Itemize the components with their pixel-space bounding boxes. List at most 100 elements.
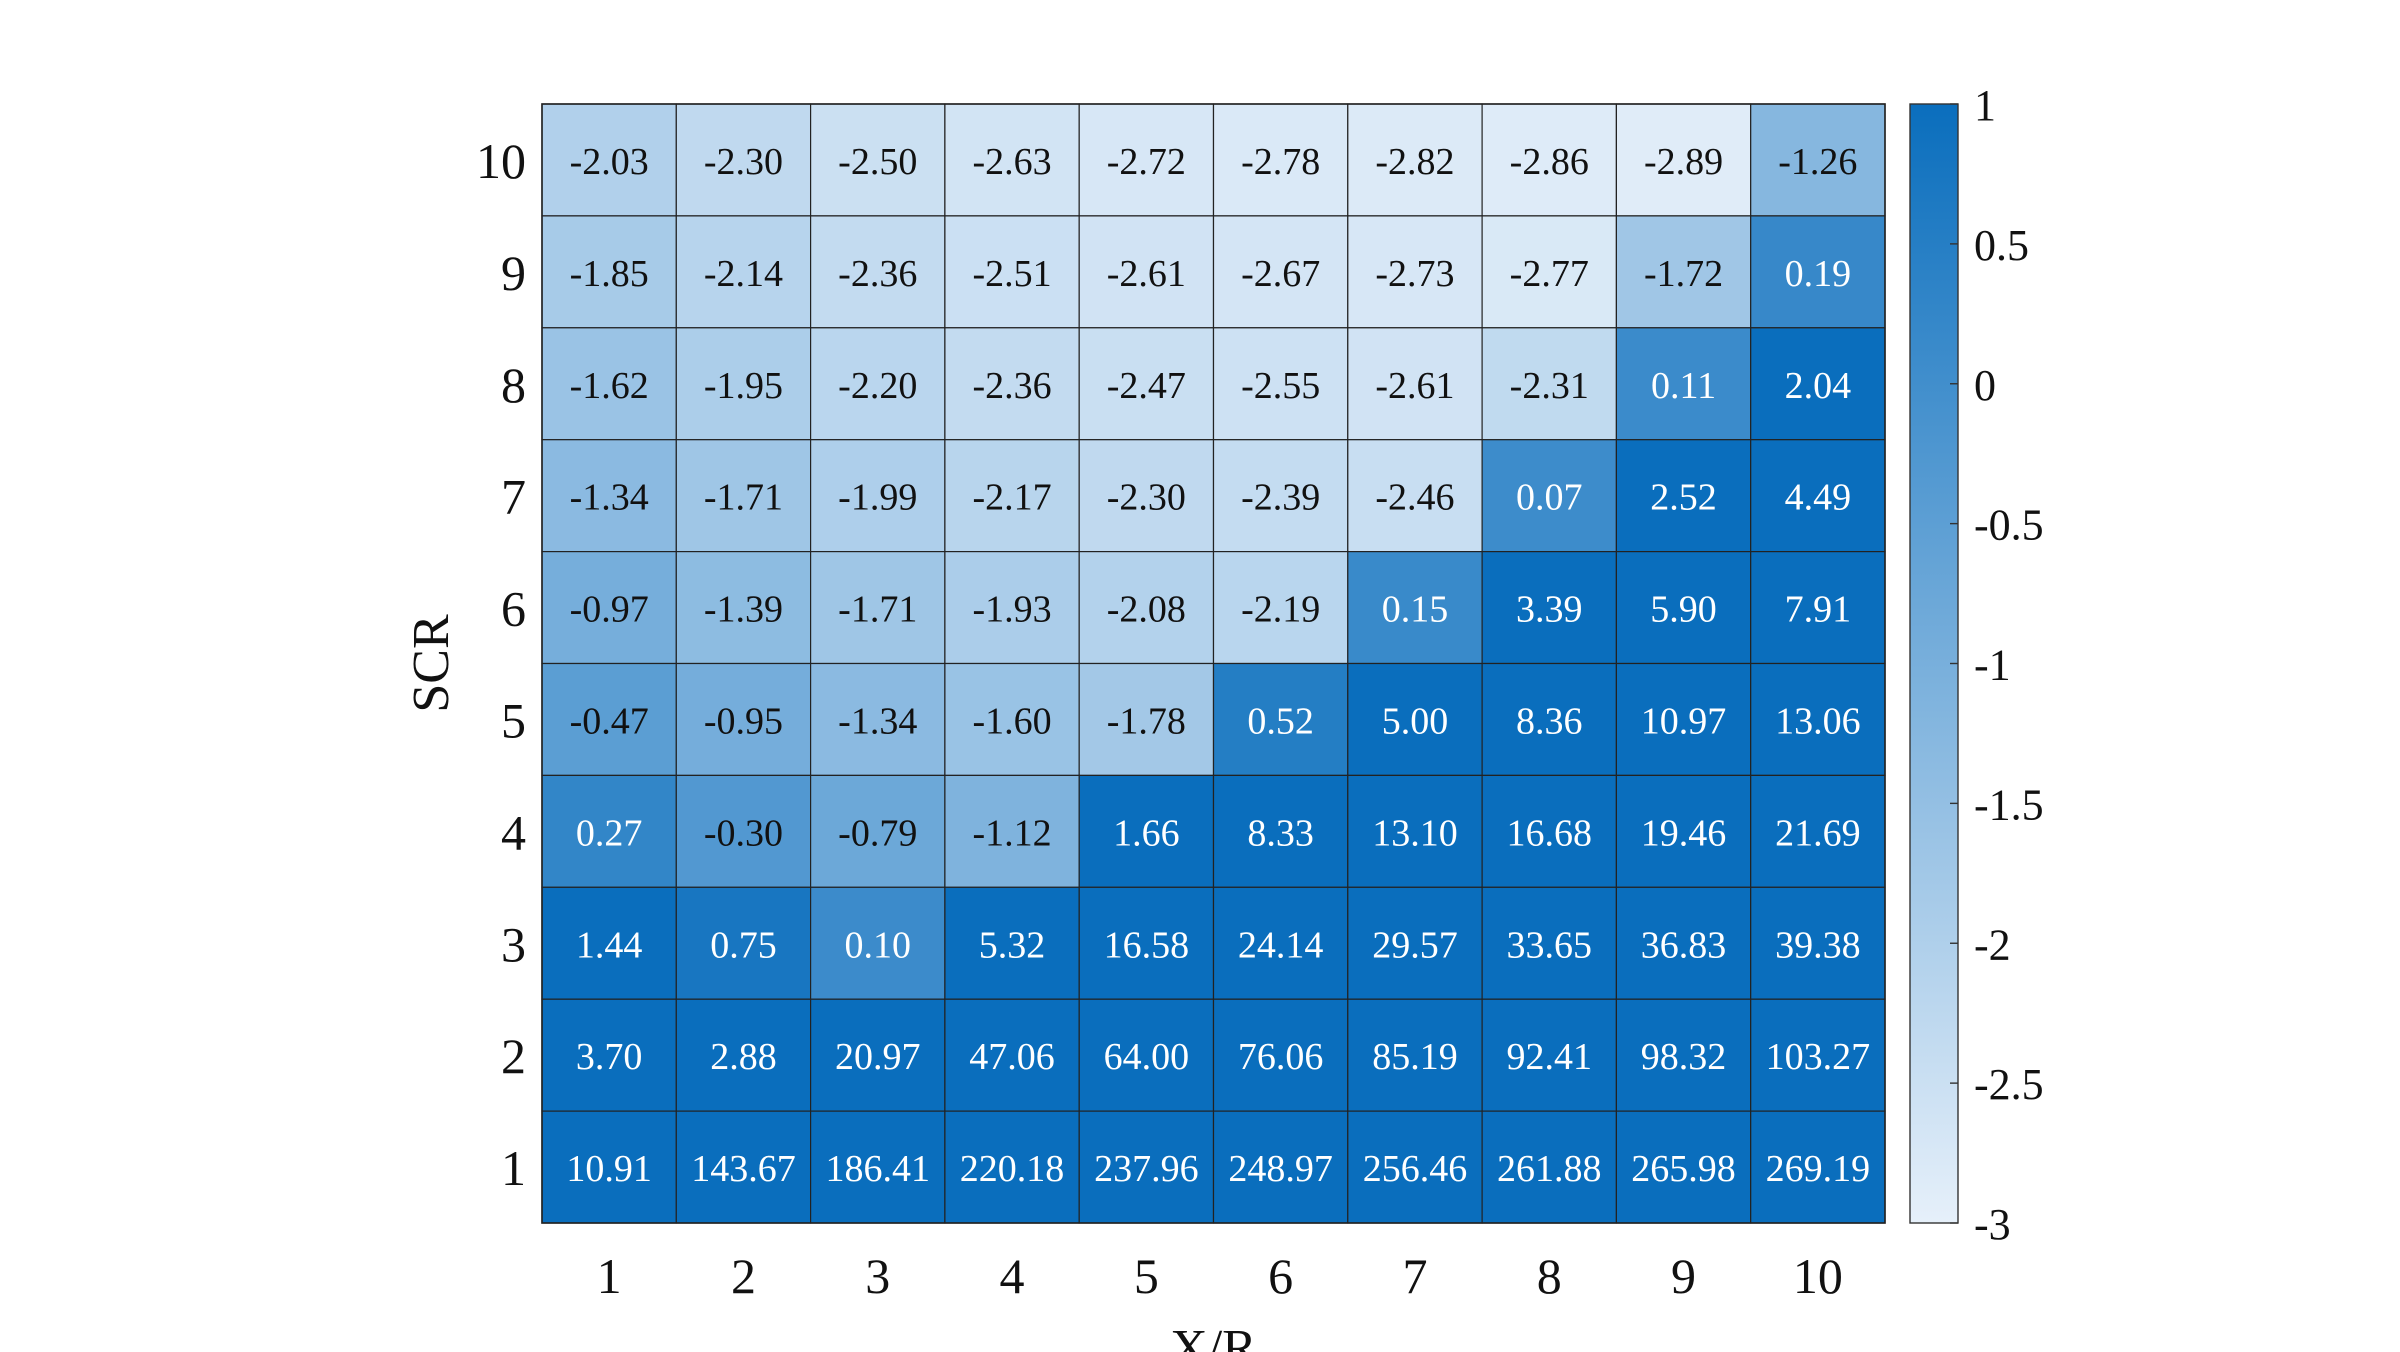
heatmap-cell-label: -2.08 xyxy=(1107,589,1186,631)
y-tick-label: 10 xyxy=(476,133,526,189)
heatmap-cell xyxy=(541,327,677,441)
heatmap-cell-label: 16.58 xyxy=(1104,924,1190,966)
y-tick-label: 4 xyxy=(501,804,526,860)
heatmap-cell xyxy=(1750,1110,1886,1224)
heatmap-cell-label: -1.39 xyxy=(704,589,783,631)
heatmap-cell-label: -2.86 xyxy=(1510,141,1589,183)
heatmap-cell xyxy=(809,662,946,777)
heatmap-cell-label: -2.73 xyxy=(1375,253,1454,295)
x-tick-label: 2 xyxy=(731,1248,756,1304)
heatmap-cell-label: 13.06 xyxy=(1775,700,1861,742)
heatmap-cell xyxy=(1481,1110,1617,1224)
y-tick-label: 2 xyxy=(501,1028,526,1084)
heatmap-cell-label: -0.97 xyxy=(570,589,649,631)
heatmap-cell xyxy=(944,774,1080,888)
heatmap-cell-label: 92.41 xyxy=(1507,1036,1593,1078)
heatmap-cell-label: -0.79 xyxy=(838,812,917,854)
heatmap-cell xyxy=(1212,662,1349,777)
heatmap-cell-label: 2.52 xyxy=(1650,477,1717,519)
heatmap-cell-label: 1.66 xyxy=(1113,812,1180,854)
x-tick-label: 10 xyxy=(1793,1248,1843,1304)
heatmap-cell-label: 8.33 xyxy=(1247,812,1314,854)
heatmap-cell xyxy=(1347,886,1483,1000)
heatmap-cell-label: -0.47 xyxy=(570,700,649,742)
heatmap-cell xyxy=(1212,774,1349,888)
heatmap-cell xyxy=(1078,550,1215,665)
heatmap-cell-label: 5.32 xyxy=(979,924,1046,966)
heatmap-cell xyxy=(1615,215,1752,329)
heatmap-cell-label: 0.27 xyxy=(576,812,643,854)
heatmap-cell xyxy=(1481,998,1617,1112)
heatmap-cell xyxy=(944,103,1080,217)
colorbar-tick-label: -0.5 xyxy=(1974,501,2044,550)
y-tick-labels: 10 9 8 7 6 5 4 3 2 1 xyxy=(476,133,526,1196)
heatmap-cell-label: -1.78 xyxy=(1107,700,1186,742)
heatmap-cell-label: 21.69 xyxy=(1775,812,1861,854)
heatmap-cell-label: -1.95 xyxy=(704,365,783,407)
heatmap-cell xyxy=(675,774,812,888)
heatmap-cell-label: -2.30 xyxy=(1107,477,1186,519)
heatmap-cell xyxy=(1481,103,1617,217)
heatmap-cell xyxy=(809,327,946,441)
heatmap-cell xyxy=(809,550,946,665)
heatmap-cell xyxy=(1615,1110,1752,1224)
heatmap-cell xyxy=(1078,439,1215,553)
heatmap-cell-label: -1.85 xyxy=(570,253,649,295)
heatmap-cell-label: 39.38 xyxy=(1775,924,1861,966)
x-tick-label: 6 xyxy=(1268,1248,1293,1304)
heatmap-cell-label: 265.98 xyxy=(1631,1148,1736,1190)
x-tick-labels: 1 2 3 4 5 6 7 8 9 10 xyxy=(597,1248,1843,1304)
heatmap-cell-label: -2.72 xyxy=(1107,141,1186,183)
colorbar-tick-label: 0.5 xyxy=(1974,221,2029,270)
y-tick-label: 8 xyxy=(501,357,526,413)
heatmap-cell-label: -2.39 xyxy=(1241,477,1320,519)
heatmap-cell-label: -1.71 xyxy=(838,589,917,631)
heatmap-cell-label: -2.46 xyxy=(1375,477,1454,519)
heatmap-cell-label: -2.36 xyxy=(838,253,917,295)
heatmap-cell-label: -2.14 xyxy=(704,253,783,295)
heatmap-cell xyxy=(1615,439,1752,553)
heatmap-cell xyxy=(675,327,812,441)
heatmap-cell xyxy=(675,998,812,1112)
heatmap-cells xyxy=(541,103,1886,1224)
heatmap-cell xyxy=(1347,774,1483,888)
heatmap-cell xyxy=(675,1110,812,1224)
heatmap-cell-label: 29.57 xyxy=(1372,924,1458,966)
heatmap-cell-label: 64.00 xyxy=(1104,1036,1190,1078)
heatmap-cell-label: -2.55 xyxy=(1241,365,1320,407)
heatmap-cell-label: 5.90 xyxy=(1650,589,1717,631)
heatmap-cell-label: 2.88 xyxy=(710,1036,777,1078)
heatmap-cell xyxy=(1347,662,1483,777)
heatmap-cell xyxy=(1347,1110,1483,1224)
heatmap-cell xyxy=(1750,550,1886,665)
heatmap-cell xyxy=(1212,215,1349,329)
heatmap-cell-label: -0.95 xyxy=(704,700,783,742)
x-tick-label: 8 xyxy=(1537,1248,1562,1304)
y-axis-label: SCR xyxy=(403,614,460,713)
heatmap-cell-label: -2.47 xyxy=(1107,365,1186,407)
heatmap-cell-label: 237.96 xyxy=(1094,1148,1199,1190)
heatmap-cell-label: -0.30 xyxy=(704,812,783,854)
heatmap-cell-labels: -2.03 -2.30 -2.50 -2.63 -2.72 -2.78 -2.82 -2.86… xyxy=(566,141,1870,1190)
heatmap-cell xyxy=(1212,998,1349,1112)
heatmap-cell-label: -2.78 xyxy=(1241,141,1320,183)
heatmap-cell-label: -2.30 xyxy=(704,141,783,183)
x-tick-label: 3 xyxy=(865,1248,890,1304)
heatmap-cell xyxy=(1750,215,1886,329)
heatmap-cell-label: -1.34 xyxy=(570,477,649,519)
heatmap-cell xyxy=(1615,886,1752,1000)
heatmap-cell-label: -2.63 xyxy=(972,141,1051,183)
heatmap-cell-label: -1.72 xyxy=(1644,253,1723,295)
heatmap-cell-label: -2.31 xyxy=(1510,365,1589,407)
heatmap-cell xyxy=(1615,550,1752,665)
heatmap-cell xyxy=(541,1110,677,1224)
heatmap-cell-label: 33.65 xyxy=(1507,924,1593,966)
heatmap-cell xyxy=(541,103,677,217)
heatmap-cell xyxy=(675,550,812,665)
heatmap-cell xyxy=(1481,215,1617,329)
heatmap-cell xyxy=(1078,886,1215,1000)
plot-border xyxy=(541,103,1886,1224)
heatmap-cell xyxy=(541,774,677,888)
heatmap-cell xyxy=(944,1110,1080,1224)
